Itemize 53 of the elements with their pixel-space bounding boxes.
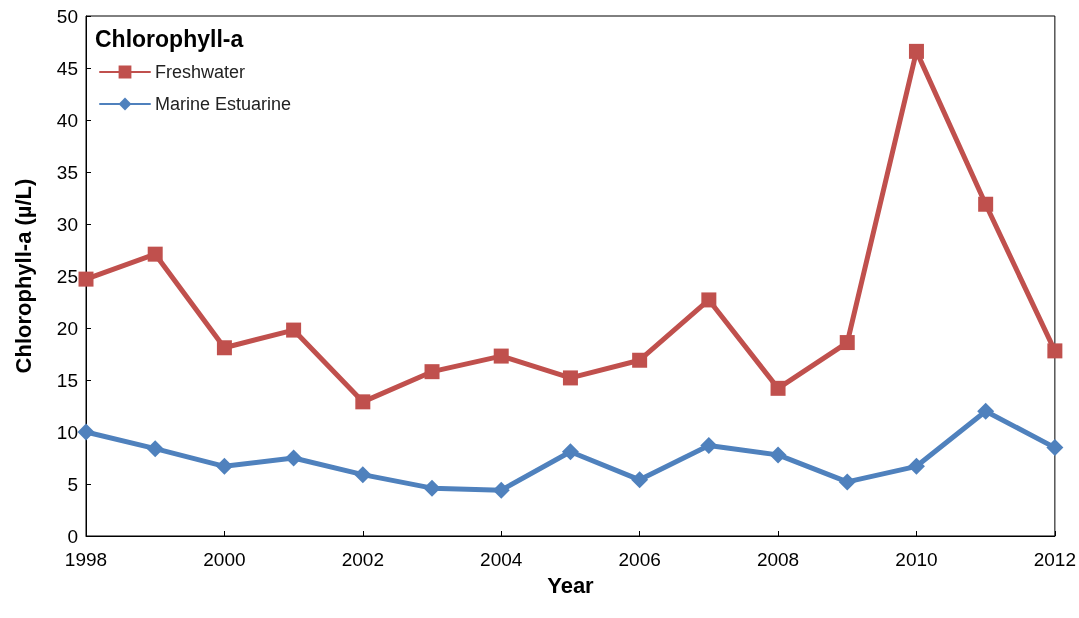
point — [907, 457, 925, 475]
point — [700, 437, 718, 455]
x-tick-label: 2002 — [341, 549, 384, 570]
y-tick-label: 50 — [56, 5, 78, 27]
point — [285, 449, 303, 467]
y-tick-label: 10 — [56, 421, 78, 443]
point — [216, 340, 232, 356]
x-tick-label: 2000 — [203, 549, 246, 570]
point — [424, 364, 440, 380]
point — [147, 246, 163, 262]
point — [561, 443, 579, 461]
point — [839, 335, 855, 351]
point — [492, 481, 510, 499]
y-tick-label: 45 — [56, 57, 78, 79]
y-axis-title: Chlorophyll-a (µ/L) — [10, 178, 36, 374]
x-tick-label: 2010 — [895, 549, 938, 570]
y-tick-label: 15 — [56, 369, 78, 391]
point — [77, 423, 95, 441]
legend-label: Marine Estuarine — [155, 94, 292, 114]
y-tick-label: 30 — [56, 213, 78, 235]
point — [78, 271, 94, 287]
point — [355, 394, 371, 410]
point — [770, 380, 786, 396]
point — [493, 348, 509, 364]
x-tick-label: 2012 — [1033, 549, 1077, 570]
point — [1047, 343, 1063, 359]
point — [354, 466, 372, 484]
y-tick-label: 40 — [56, 109, 78, 131]
y-tick-label: 25 — [56, 265, 78, 287]
point — [978, 196, 994, 212]
point — [146, 440, 164, 458]
point — [286, 322, 302, 338]
point — [769, 446, 787, 464]
y-tick-label: 20 — [56, 317, 78, 339]
point — [631, 471, 649, 489]
x-tick-label: 2006 — [618, 549, 661, 570]
x-tick-label: 2008 — [756, 549, 800, 570]
point — [1046, 439, 1064, 457]
x-tick-label: 2004 — [480, 549, 523, 570]
point — [977, 402, 995, 420]
y-tick-label: 35 — [56, 161, 78, 183]
chart-title: Chlorophyll-a — [95, 25, 244, 52]
point — [215, 457, 233, 475]
legend-label: Freshwater — [155, 62, 246, 82]
point — [632, 352, 648, 368]
point — [838, 473, 856, 491]
y-tick-label: 5 — [67, 473, 78, 495]
x-axis-title: Year — [547, 572, 595, 598]
y-tick-label: 0 — [67, 525, 78, 547]
point — [562, 370, 578, 386]
point — [908, 43, 924, 59]
x-tick-label: 1998 — [64, 549, 108, 570]
point — [701, 292, 717, 308]
